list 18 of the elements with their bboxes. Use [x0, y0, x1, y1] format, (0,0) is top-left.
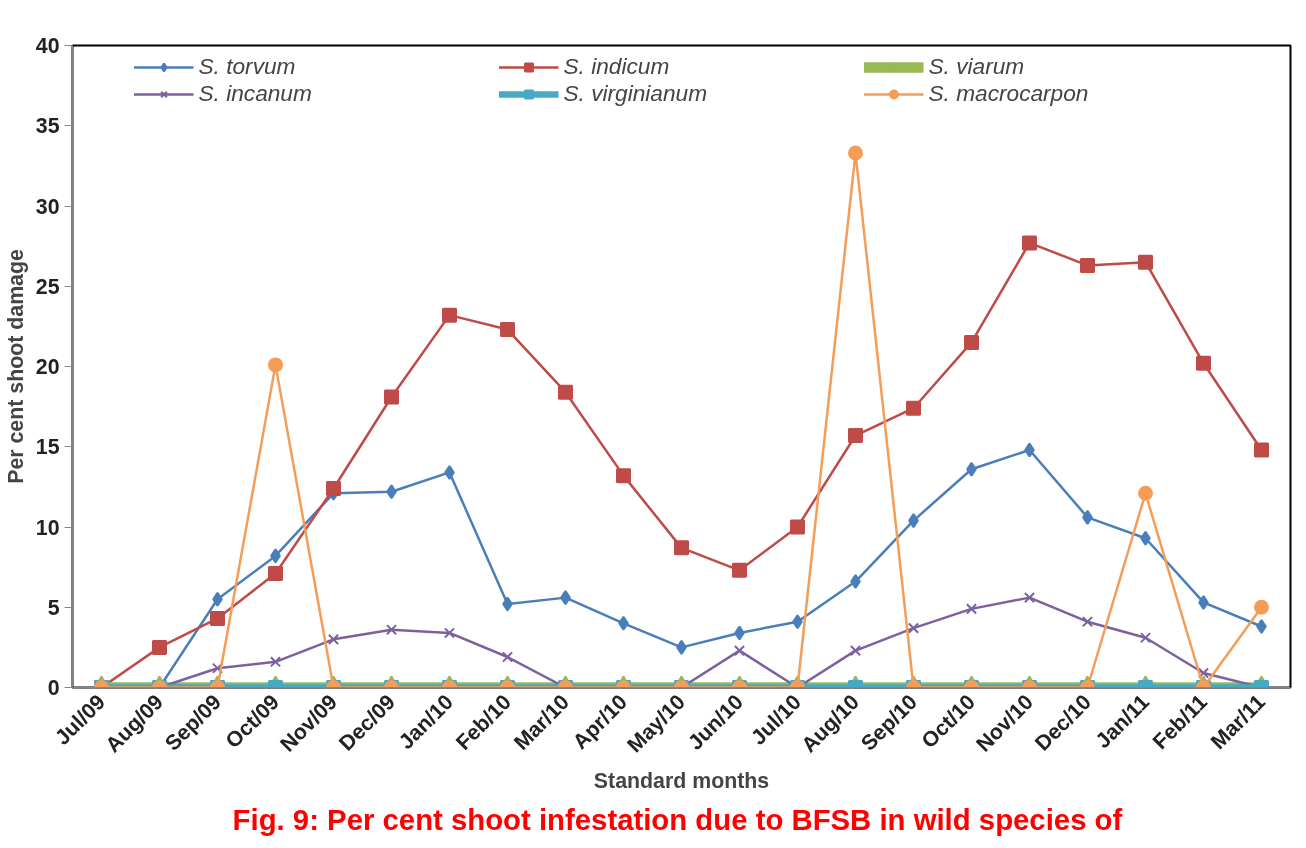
legend-label: S. indicum [563, 53, 671, 80]
x-axis-title: Standard months [593, 768, 770, 793]
legend-label: S. macrocarpon [928, 80, 1090, 107]
y-axis-title: Per cent shoot damage [3, 249, 28, 484]
y-tick-label: 10 [35, 515, 60, 540]
text: Fig. 9: Per cent shoot infestation due to BFSB in wild species of [232, 802, 1123, 836]
legend-label: S. torvum [198, 53, 297, 80]
y-tick-label: 40 [35, 34, 60, 58]
y-tick-label: 30 [35, 194, 60, 219]
y-tick-label: 5 [47, 595, 60, 620]
legend-label: S. viarum [928, 53, 1026, 80]
legend-label: S. virginianum [563, 80, 709, 107]
y-tick-label: 25 [35, 274, 60, 299]
legend-label: S. incanum [198, 80, 313, 107]
y-tick-label: 15 [35, 435, 60, 460]
y-tick-label: 35 [35, 114, 60, 139]
y-tick-label: 20 [35, 355, 60, 379]
y-tick-label: 0 [47, 676, 60, 700]
